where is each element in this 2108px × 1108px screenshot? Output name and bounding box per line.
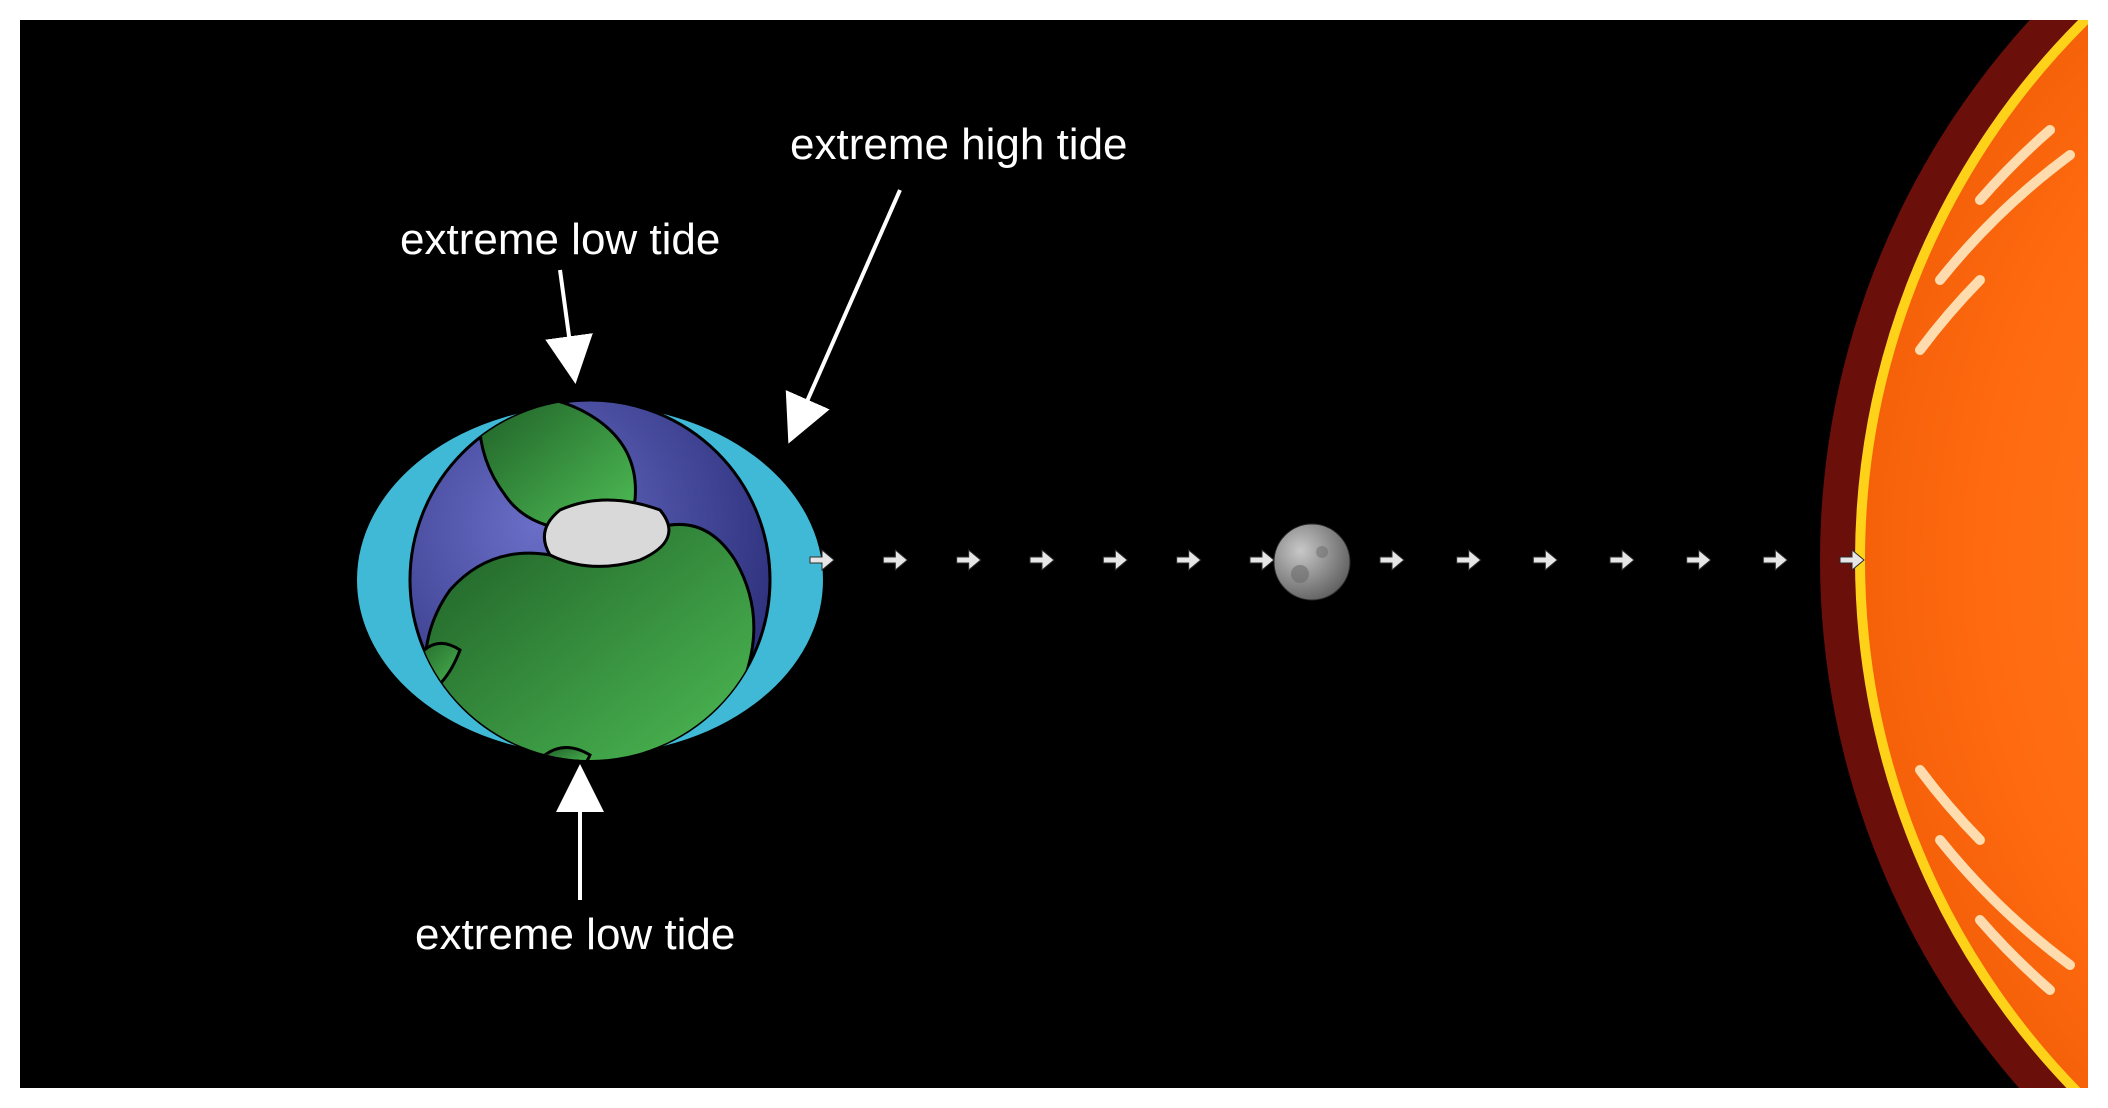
label-low-tide-top: extreme low tide xyxy=(400,215,720,265)
pointer-arrows xyxy=(20,20,2088,1088)
diagram-frame: extreme low tide extreme high tide extre… xyxy=(0,0,2108,1108)
space-background: extreme low tide extreme high tide extre… xyxy=(20,20,2088,1088)
label-high-tide: extreme high tide xyxy=(790,120,1128,170)
label-low-tide-bottom: extreme low tide xyxy=(415,910,735,960)
